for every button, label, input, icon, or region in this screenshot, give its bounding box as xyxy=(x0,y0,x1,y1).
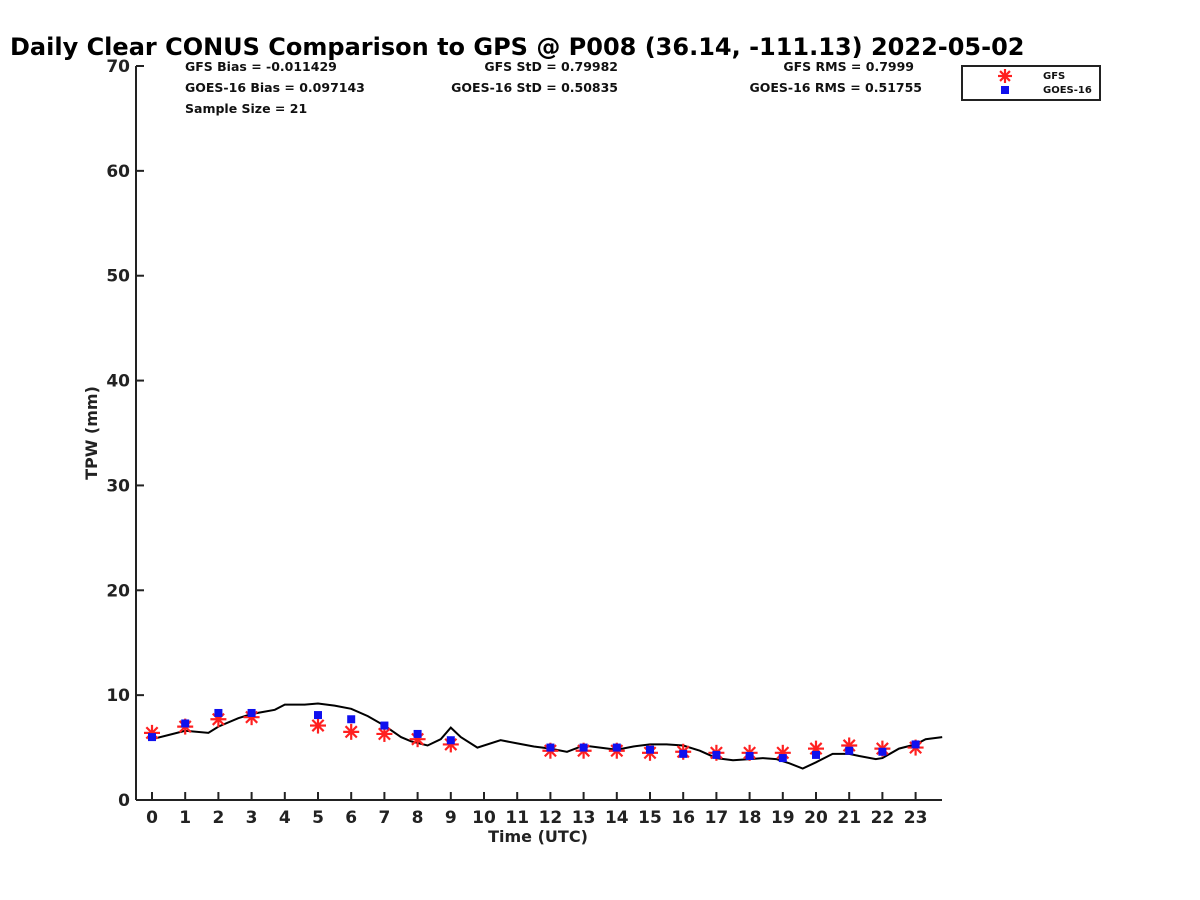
legend-gfs-label: GFS xyxy=(1043,71,1065,82)
x-tick-label: 4 xyxy=(279,808,291,828)
goes16-point xyxy=(413,729,422,738)
y-tick-label: 70 xyxy=(106,57,130,77)
x-tick-label: 18 xyxy=(738,808,762,828)
goes16-point xyxy=(347,715,356,724)
goes16-point xyxy=(911,740,920,749)
x-tick-label: 21 xyxy=(837,808,861,828)
goes16-point xyxy=(546,743,555,752)
gfs-bias-text: GFS Bias = -0.011429 xyxy=(185,59,337,74)
legend-goes-square xyxy=(1001,86,1009,94)
legend-gfs-marker xyxy=(998,69,1012,83)
y-tick-label: 30 xyxy=(106,476,130,496)
x-tick-label: 5 xyxy=(312,808,324,828)
y-tick-label: 20 xyxy=(106,581,130,601)
goes16-point xyxy=(679,749,688,758)
legend: GFS GOES-16 xyxy=(961,65,1101,101)
goes16-point xyxy=(745,751,754,760)
axes xyxy=(135,66,942,801)
x-ticks: 0 1 2 3 4 5 6 7 8 9 10 11 12 13 14 15 16 17 18 19 20 21 22 23 xyxy=(146,792,927,828)
goes16-point xyxy=(579,743,588,752)
goes16-point xyxy=(446,736,455,745)
goes16-point xyxy=(612,743,621,752)
goes16-point xyxy=(812,750,820,759)
y-tick-label: 60 xyxy=(106,162,130,182)
x-tick-label: 23 xyxy=(904,808,928,828)
goes16-point xyxy=(247,708,256,717)
goes16-point xyxy=(646,745,654,754)
x-tick-label: 12 xyxy=(539,808,563,828)
y-tick-label: 50 xyxy=(106,267,130,287)
legend-box xyxy=(961,65,1101,101)
goes16-point xyxy=(712,750,721,759)
x-tick-label: 6 xyxy=(345,808,357,828)
stats-block: GFS Bias = -0.011429 GOES-16 Bias = 0.09… xyxy=(185,59,922,116)
goes-bias-text: GOES-16 Bias = 0.097143 xyxy=(185,80,365,95)
y-ticks: 0 10 20 30 40 50 60 70 xyxy=(106,57,144,811)
gfs-rms-text: GFS RMS = 0.7999 xyxy=(783,59,914,74)
y-axis-label: TPW (mm) xyxy=(82,386,101,480)
goes16-point xyxy=(148,733,156,742)
goes16-point xyxy=(878,747,887,756)
chart-title: Daily Clear CONUS Comparison to GPS @ P0… xyxy=(10,33,1024,61)
plot-series xyxy=(144,702,943,770)
gps-tpw-line xyxy=(151,702,943,770)
sample-size-text: Sample Size = 21 xyxy=(185,101,307,116)
x-tick-label: 20 xyxy=(804,808,828,828)
x-tick-label: 9 xyxy=(445,808,457,828)
x-tick-label: 11 xyxy=(505,808,529,828)
x-tick-label: 10 xyxy=(472,808,496,828)
goes16-point xyxy=(845,746,854,755)
x-tick-label: 16 xyxy=(671,808,695,828)
x-tick-label: 17 xyxy=(705,808,729,828)
goes16-point xyxy=(181,719,190,728)
x-tick-label: 0 xyxy=(146,808,158,828)
gfs-point xyxy=(774,744,791,761)
goes16-point xyxy=(214,708,223,717)
legend-goes-label: GOES-16 xyxy=(1043,85,1092,96)
x-tick-label: 2 xyxy=(212,808,224,828)
goes16-point xyxy=(314,711,322,720)
x-axis-label: Time (UTC) xyxy=(488,827,588,846)
gfs-point xyxy=(343,723,360,740)
gfs-std-text: GFS StD = 0.79982 xyxy=(484,59,618,74)
x-tick-label: 8 xyxy=(412,808,424,828)
gfs-point xyxy=(310,717,326,734)
legend-gfs-asterisk xyxy=(998,69,1012,83)
x-tick-label: 7 xyxy=(378,808,390,828)
x-tick-label: 13 xyxy=(572,808,596,828)
goes-std-text: GOES-16 StD = 0.50835 xyxy=(451,80,618,95)
x-tick-label: 15 xyxy=(638,808,662,828)
goes-rms-text: GOES-16 RMS = 0.51755 xyxy=(749,80,922,95)
y-tick-label: 10 xyxy=(106,686,130,706)
y-tick-label: 40 xyxy=(106,372,130,392)
goes16-point xyxy=(380,721,389,730)
x-tick-label: 14 xyxy=(605,808,629,828)
y-tick-label: 0 xyxy=(118,791,130,811)
legend-goes-marker xyxy=(1001,86,1009,94)
x-tick-label: 3 xyxy=(246,808,258,828)
x-tick-label: 1 xyxy=(179,808,191,828)
x-tick-label: 19 xyxy=(771,808,795,828)
x-tick-label: 22 xyxy=(871,808,895,828)
goes16-point xyxy=(778,754,787,763)
